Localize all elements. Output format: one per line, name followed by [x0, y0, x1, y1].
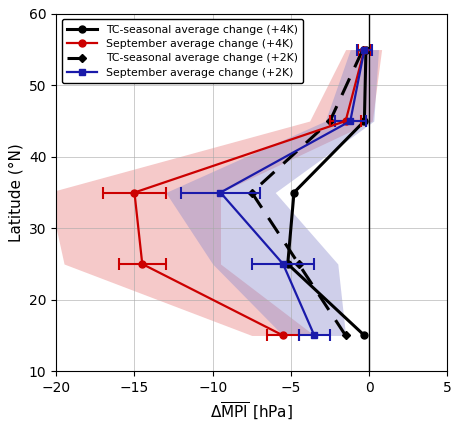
- Legend: TC-seasonal average change (+4K), September average change (+4K), TC-seasonal av: TC-seasonal average change (+4K), Septem…: [62, 19, 303, 83]
- Y-axis label: Latitude (°N): Latitude (°N): [8, 143, 23, 242]
- X-axis label: $\Delta\overline{\mathrm{MPI}}$ [hPa]: $\Delta\overline{\mathrm{MPI}}$ [hPa]: [210, 400, 293, 422]
